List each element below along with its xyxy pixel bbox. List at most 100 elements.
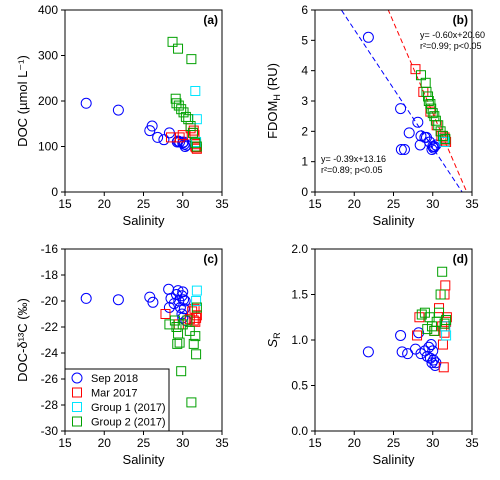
point-series-3 [171, 322, 182, 332]
point-series-3 [416, 309, 427, 320]
point-series-0 [178, 303, 190, 315]
legend-marker [72, 416, 82, 427]
y-tick-label: -16 [41, 242, 59, 256]
point-series-0 [179, 141, 191, 152]
panel-label: (b) [453, 13, 468, 27]
panel-label: (c) [203, 252, 218, 266]
point-series-1 [177, 130, 188, 141]
y-tick-label: 1 [301, 155, 308, 169]
point-series-0 [427, 141, 439, 152]
point-series-2 [439, 136, 450, 147]
fit-annotation-eq: y= -0.60x+20.60 [420, 30, 485, 40]
legend-marker [72, 402, 82, 412]
y-axis-label: DOC-δ¹³C (‰) [15, 298, 30, 382]
point-series-0 [178, 294, 190, 306]
legend-label: Group 2 (2017) [91, 417, 166, 429]
point-series-0 [413, 327, 425, 339]
y-tick-label: 400 [38, 3, 58, 17]
panel-label: (a) [203, 13, 218, 27]
point-series-0 [179, 295, 191, 307]
point-series-1 [188, 315, 199, 326]
point-series-1 [184, 314, 195, 325]
point-series-1 [191, 310, 202, 321]
legend-marker [71, 372, 83, 384]
point-series-0 [173, 295, 185, 307]
point-series-0 [425, 339, 437, 351]
point-series-0 [147, 296, 159, 308]
point-series-3 [437, 266, 448, 277]
y-tick-label: 6 [301, 3, 308, 17]
legend-marker [72, 387, 82, 398]
point-series-0 [395, 329, 407, 341]
point-series-3 [427, 108, 438, 119]
y-tick-label: 4 [301, 64, 308, 78]
point-series-2 [191, 296, 202, 306]
x-tick-label: 20 [98, 436, 112, 450]
y-tick-label: -26 [41, 372, 59, 386]
point-series-3 [191, 141, 202, 152]
legend-label: Mar 2017 [91, 388, 137, 400]
x-tick-label: 30 [426, 197, 440, 211]
point-series-3 [190, 137, 201, 148]
x-axis-label: Salinity [373, 452, 415, 467]
point-series-3 [422, 324, 433, 335]
panel-3: 15 20 25 30 35 0.0 0.5 1.0 1.5 2.0 Salinity SR (d) [265, 242, 479, 467]
fit-annotation-stats: r²=0.99; p<0.05 [420, 41, 482, 51]
y-tick-label: 1.0 [291, 333, 308, 347]
point-series-1 [437, 339, 448, 350]
fit-annotation-eq: y= -0.39x+13.16 [321, 154, 386, 164]
point-series-0 [395, 103, 407, 115]
point-series-3 [433, 120, 444, 131]
point-series-3 [435, 289, 446, 300]
x-tick-label: 35 [215, 197, 229, 211]
x-axis-label: Salinity [373, 213, 415, 228]
point-series-0 [165, 292, 177, 304]
point-series-0 [396, 346, 408, 358]
x-tick-label: 30 [176, 197, 190, 211]
x-tick-label: 20 [348, 197, 362, 211]
point-series-3 [187, 127, 198, 138]
y-tick-label: 1.5 [291, 288, 308, 302]
point-series-3 [191, 302, 202, 313]
y-tick-label: -28 [41, 398, 59, 412]
point-series-0 [428, 354, 440, 366]
y-tick-label: 0 [301, 185, 308, 199]
y-axis-label: SR [265, 332, 282, 348]
y-tick-label: 100 [38, 140, 58, 154]
point-series-2 [190, 85, 201, 96]
point-series-3 [434, 307, 445, 318]
y-tick-label: -18 [41, 268, 59, 282]
y-axis-label: DOC (µmol L⁻¹) [15, 55, 30, 147]
point-series-1 [189, 303, 200, 314]
x-tick-label: 15 [58, 197, 72, 211]
point-series-3 [185, 121, 196, 132]
plot-frame [64, 9, 223, 193]
point-series-3 [169, 315, 180, 326]
point-series-1 [439, 289, 450, 300]
x-tick-label: 15 [308, 436, 322, 450]
fit-line-1 [340, 10, 463, 192]
point-series-0 [144, 291, 156, 303]
point-series-0 [419, 345, 431, 357]
y-tick-label: 0.5 [291, 379, 308, 393]
point-series-0 [146, 120, 158, 132]
point-series-1 [412, 330, 423, 341]
point-series-3 [167, 36, 178, 47]
point-series-3 [423, 96, 434, 106]
point-series-3 [182, 315, 193, 326]
panel-1: 15 20 25 30 35 0 1 2 3 4 5 6 Salinity FDOMH (RU) (b) y=… [265, 3, 485, 228]
point-series-0 [428, 142, 440, 154]
point-series-3 [190, 331, 201, 342]
x-axis-label: Salinity [123, 452, 165, 467]
y-tick-label: 2.0 [291, 242, 308, 256]
point-series-0 [176, 308, 188, 320]
legend: Sep 2018 Mar 2017 Group 1 (2017) Group 2 (2… [64, 368, 170, 432]
point-series-3 [186, 54, 197, 65]
point-series-3 [176, 366, 187, 377]
y-tick-label: 300 [38, 49, 58, 63]
point-series-1 [190, 316, 201, 327]
point-series-3 [440, 133, 451, 144]
point-series-3 [184, 325, 195, 336]
x-tick-label: 25 [387, 197, 401, 211]
